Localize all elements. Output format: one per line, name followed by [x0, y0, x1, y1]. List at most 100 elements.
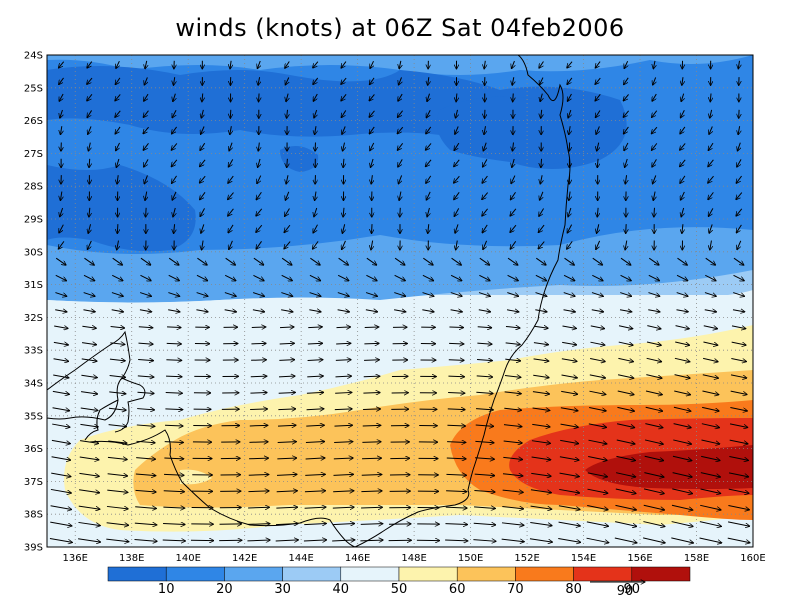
wind-arrow — [446, 474, 466, 475]
wind-arrow — [703, 357, 718, 361]
wind-arrow — [81, 359, 97, 361]
wind-arrow — [510, 224, 517, 232]
wind-arrow — [164, 458, 183, 459]
latitude-axis: 24S 25S 26S 27S 28S 29S 30S 31S 32S 33S 34S 35S 36S 3… — [24, 51, 43, 554]
wind-arrow — [313, 93, 318, 101]
wind-arrow — [397, 110, 403, 118]
wind-arrow — [454, 142, 460, 150]
wind-arrow — [60, 126, 61, 135]
wind-arrow — [52, 390, 69, 394]
wind-arrow — [558, 521, 581, 526]
wind-arrow — [108, 425, 127, 427]
wind-arrow — [569, 126, 570, 134]
wind-arrow — [705, 257, 716, 265]
wind-arrow — [532, 392, 550, 394]
wind-arrow — [737, 142, 740, 151]
wind-arrow — [341, 94, 347, 101]
wind-arrow — [78, 505, 100, 509]
wind-arrow — [394, 292, 405, 297]
wind-arrow — [137, 409, 154, 410]
wind-arrow — [51, 472, 71, 477]
wind-arrow — [587, 488, 608, 493]
wind-arrow — [736, 175, 742, 183]
wind-arrow — [475, 425, 494, 426]
wind-arrow — [733, 292, 744, 297]
wind-arrow — [474, 474, 495, 476]
wind-arrow — [276, 507, 297, 508]
wind-arrow — [400, 207, 401, 217]
wind-arrow — [314, 109, 317, 118]
wind-arrow — [163, 507, 184, 508]
lon-tick-label: 136E — [63, 553, 88, 564]
wind-arrow — [117, 224, 118, 233]
wind-arrow — [615, 521, 637, 527]
wind-arrow — [106, 538, 129, 542]
wind-arrow — [504, 408, 521, 410]
lat-tick-label: 34S — [24, 379, 43, 390]
wind-arrow — [196, 274, 208, 280]
wind-arrow — [285, 191, 288, 200]
lon-tick-label: 148E — [401, 553, 426, 564]
lat-tick-label: 35S — [24, 411, 43, 422]
wind-arrow — [512, 142, 513, 151]
colorbar-swatch — [515, 566, 574, 582]
wind-arrow — [200, 159, 206, 167]
wind-arrow — [87, 110, 93, 117]
colorbar-label: 30 — [274, 582, 291, 597]
wind-arrow — [680, 126, 686, 134]
wind-arrow — [589, 407, 606, 411]
wind-arrow — [253, 257, 264, 265]
wind-arrow — [172, 110, 177, 117]
wind-arrow — [564, 257, 575, 265]
wind-arrow — [445, 524, 467, 525]
wind-arrow — [699, 537, 722, 543]
wind-arrow — [738, 126, 739, 134]
lon-tick-label: 138E — [119, 553, 144, 564]
wind-arrow — [336, 327, 350, 328]
wind-arrow — [538, 241, 545, 249]
lon-tick-label: 154E — [571, 553, 596, 564]
wind-arrow — [733, 274, 745, 280]
wind-arrow — [361, 491, 382, 492]
wind-arrow — [503, 441, 523, 443]
wind-arrow — [567, 77, 573, 85]
wind-arrow — [645, 390, 662, 395]
wind-arrow — [505, 326, 520, 328]
colorbar-label: 50 — [391, 582, 408, 597]
wind-arrow — [478, 310, 491, 312]
wind-arrow — [482, 175, 488, 183]
wind-arrow — [704, 310, 717, 312]
wind-arrow — [250, 376, 267, 377]
wind-arrow — [88, 142, 90, 152]
wind-arrow — [162, 540, 186, 541]
wind-arrow — [200, 142, 206, 150]
wind-arrow — [455, 224, 458, 233]
gridlines — [47, 55, 753, 547]
colorbar-swatch — [631, 566, 691, 582]
lon-tick-label: 156E — [627, 553, 652, 564]
wind-arrow — [710, 240, 712, 250]
wind-arrow — [616, 455, 635, 460]
wind-arrow — [450, 310, 463, 312]
wind-arrow — [168, 310, 180, 312]
wind-arrow — [309, 292, 321, 297]
wind-arrow — [51, 439, 70, 443]
wind-arrow — [107, 457, 127, 459]
wind-arrow — [398, 175, 401, 183]
wind-arrow — [704, 292, 716, 297]
wind-arrow — [507, 257, 518, 265]
wind-arrow — [427, 93, 430, 102]
wind-arrow — [455, 126, 458, 134]
wind-arrow — [399, 60, 401, 69]
wind-arrow — [513, 93, 514, 101]
wind-arrow — [540, 93, 542, 102]
wind-arrow — [144, 93, 149, 101]
wind-arrow — [451, 257, 462, 265]
wind-arrow — [455, 109, 457, 118]
wind-arrow — [83, 292, 95, 297]
wind-arrow — [370, 142, 375, 151]
wind-arrow — [531, 472, 551, 476]
wind-arrow — [143, 143, 149, 150]
wind-arrow — [80, 440, 99, 444]
wind-arrow — [397, 126, 404, 134]
